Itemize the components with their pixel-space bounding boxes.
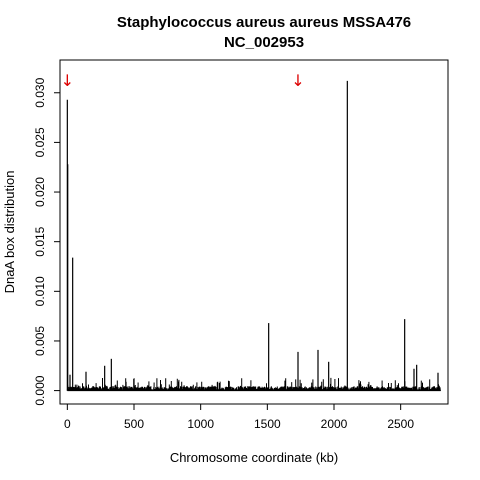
- x-axis-label: Chromosome coordinate (kb): [170, 450, 338, 465]
- y-tick-label: 0.010: [33, 276, 47, 306]
- y-axis: 0.000 0.005 0.010 0.015 0.020 0.025 0.030: [33, 77, 60, 406]
- y-tick-label: 0.005: [33, 326, 47, 356]
- x-tick-label: 2000: [321, 417, 348, 431]
- x-tick-label: 1000: [187, 417, 214, 431]
- x-tick-label: 0: [64, 417, 71, 431]
- y-axis-label: DnaA box distribution: [2, 171, 17, 294]
- y-tick-label: 0.020: [33, 177, 47, 207]
- x-tick-label: 2500: [387, 417, 414, 431]
- y-tick-label: 0.015: [33, 226, 47, 256]
- x-tick-label: 500: [124, 417, 144, 431]
- y-tick-label: 0.000: [33, 375, 47, 405]
- chart-subtitle: NC_002953: [224, 34, 304, 51]
- x-tick-label: 1500: [254, 417, 281, 431]
- plot-area: ↓ ↓: [61, 71, 441, 392]
- origin-marker-arrow: ↓: [291, 71, 304, 90]
- chart-title: Staphylococcus aureus aureus MSSA476: [117, 14, 411, 31]
- y-tick-label: 0.025: [33, 127, 47, 157]
- y-tick-label: 0.030: [33, 77, 47, 107]
- x-axis: 0 500 1000 1500 2000 2500: [64, 403, 414, 431]
- origin-marker-arrow: ↓: [61, 71, 74, 90]
